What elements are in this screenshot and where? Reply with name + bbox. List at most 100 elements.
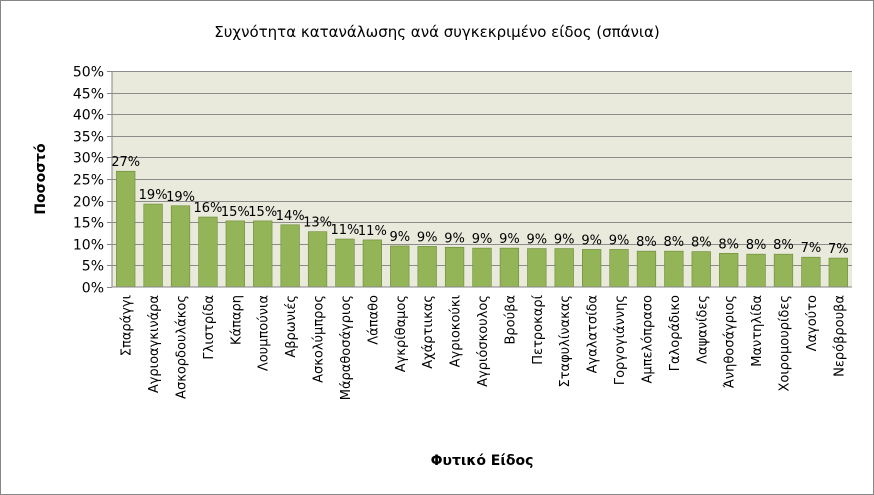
data-label: 8% [636,235,657,250]
y-tick-label: 25% [73,173,104,189]
data-label: 9% [526,233,547,248]
category-label: Μαντηλίδα [750,295,765,367]
y-tick-label: 35% [73,130,104,146]
bar [390,245,410,288]
y-tick-label: 45% [73,87,104,103]
chart-title: Συχνότητα κατανάλωσης ανά συγκεκριμένο ε… [214,23,659,41]
y-tick-label: 30% [73,151,104,167]
category-label: Αγριοαγκινάρα [147,295,162,393]
data-label: 9% [417,230,438,245]
category-label: Γλιστρίδα [202,295,217,360]
bar [280,224,300,288]
category-label: Άνηθοσάγριος [723,295,738,388]
data-label: 9% [499,232,520,247]
bar [664,250,684,288]
category-label: Πετροκαρί [531,294,546,364]
bar [609,249,629,288]
bar [335,238,355,288]
data-label: 16% [193,201,222,216]
category-label: Κάπαρη [229,295,244,345]
category-label: Αγκρίθαμος [394,295,409,372]
bar [472,247,492,288]
category-label: Αμπελόπρασο [640,295,655,384]
category-label: Χοιρομουρίδες [777,295,792,391]
bar [636,250,657,288]
category-label: Ασκορδουλάκος [175,295,190,399]
data-labels: 27%19%19%16%15%15%14%13%11%11% 9% 9% 9% 9% 9%… [111,155,848,257]
data-label: 19% [139,188,168,203]
x-axis-title: Φυτικό Είδος [431,453,534,469]
y-axis-ticks: 0% 5% 10% 15% 20% 25% 30% 35% 40% 45% 50% [73,65,112,297]
x-axis-categories: Σπαράγγι Αγριοαγκινάρα Ασκορδουλάκος Γλιστρ… [120,294,848,400]
bar [116,170,136,288]
data-label: 15% [221,205,250,220]
y-tick-label: 50% [73,65,104,81]
bar [719,253,739,288]
y-tick-label: 15% [73,216,104,232]
data-label: 11% [331,223,360,238]
data-label: 14% [276,209,305,224]
data-label: 7% [828,242,849,257]
data-label: 8% [773,238,794,253]
category-label: Λαψανίδες [695,295,710,364]
category-label: Αγριόσκουλος [476,295,491,387]
y-axis-title: Ποσοστό [33,143,49,215]
category-label: Λάπαθο [366,295,381,345]
data-label: 9% [444,231,465,246]
category-label: Σταφυλίνακας [558,295,573,388]
data-label: 13% [303,216,332,231]
category-label: Αγαλατσίδα [586,295,601,373]
bar [225,220,245,288]
bars [116,170,848,288]
bar [362,239,382,288]
y-tick-label: 0% [82,281,104,297]
bar [170,205,191,288]
data-label: 8% [746,238,767,253]
category-label: Μάραθοσάγριος [339,295,354,400]
category-label: Ασκολύμπρος [312,295,327,383]
bar [691,251,711,288]
data-label: 7% [801,241,822,256]
bar [828,257,848,288]
bar [143,203,163,288]
data-label: 9% [609,233,630,248]
category-label: Αχάρτιικας [421,295,436,369]
bar [527,248,547,288]
category-label: Γοργογιάννης [613,295,628,385]
category-label: Σπαράγγι [120,295,135,356]
category-label: Νερόβρουβα [832,295,847,377]
y-tick-label: 5% [82,259,104,275]
bar [198,216,218,288]
data-label: 9% [472,232,493,247]
data-label: 11% [358,224,387,239]
bar [554,248,574,288]
data-label: 27% [111,155,140,170]
category-label: Αγριοκούκι [449,295,464,367]
data-label: 9% [554,233,575,248]
y-tick-label: 20% [73,195,104,211]
bar [307,231,328,288]
data-label: 15% [248,205,277,220]
data-label: 8% [664,235,685,250]
bar [746,253,766,288]
category-label: Λουμπούνια [257,295,272,371]
bar [253,220,273,288]
y-tick-label: 10% [73,238,104,254]
category-label: Αβρωνιές [284,295,299,358]
data-label: 19% [166,190,195,205]
bar [444,246,465,288]
category-label: Λαγούτο [805,295,820,351]
category-label: Γαλοράδικο [668,295,683,371]
data-label: 9% [389,230,410,245]
y-tick-label: 40% [73,108,104,124]
bar [417,246,437,288]
bar [499,247,520,288]
data-label: 9% [581,233,602,248]
bar [801,256,821,288]
data-label: 8% [718,237,739,252]
data-label: 8% [691,236,712,251]
category-label: Βρούβα [503,295,518,345]
bar [773,253,794,288]
